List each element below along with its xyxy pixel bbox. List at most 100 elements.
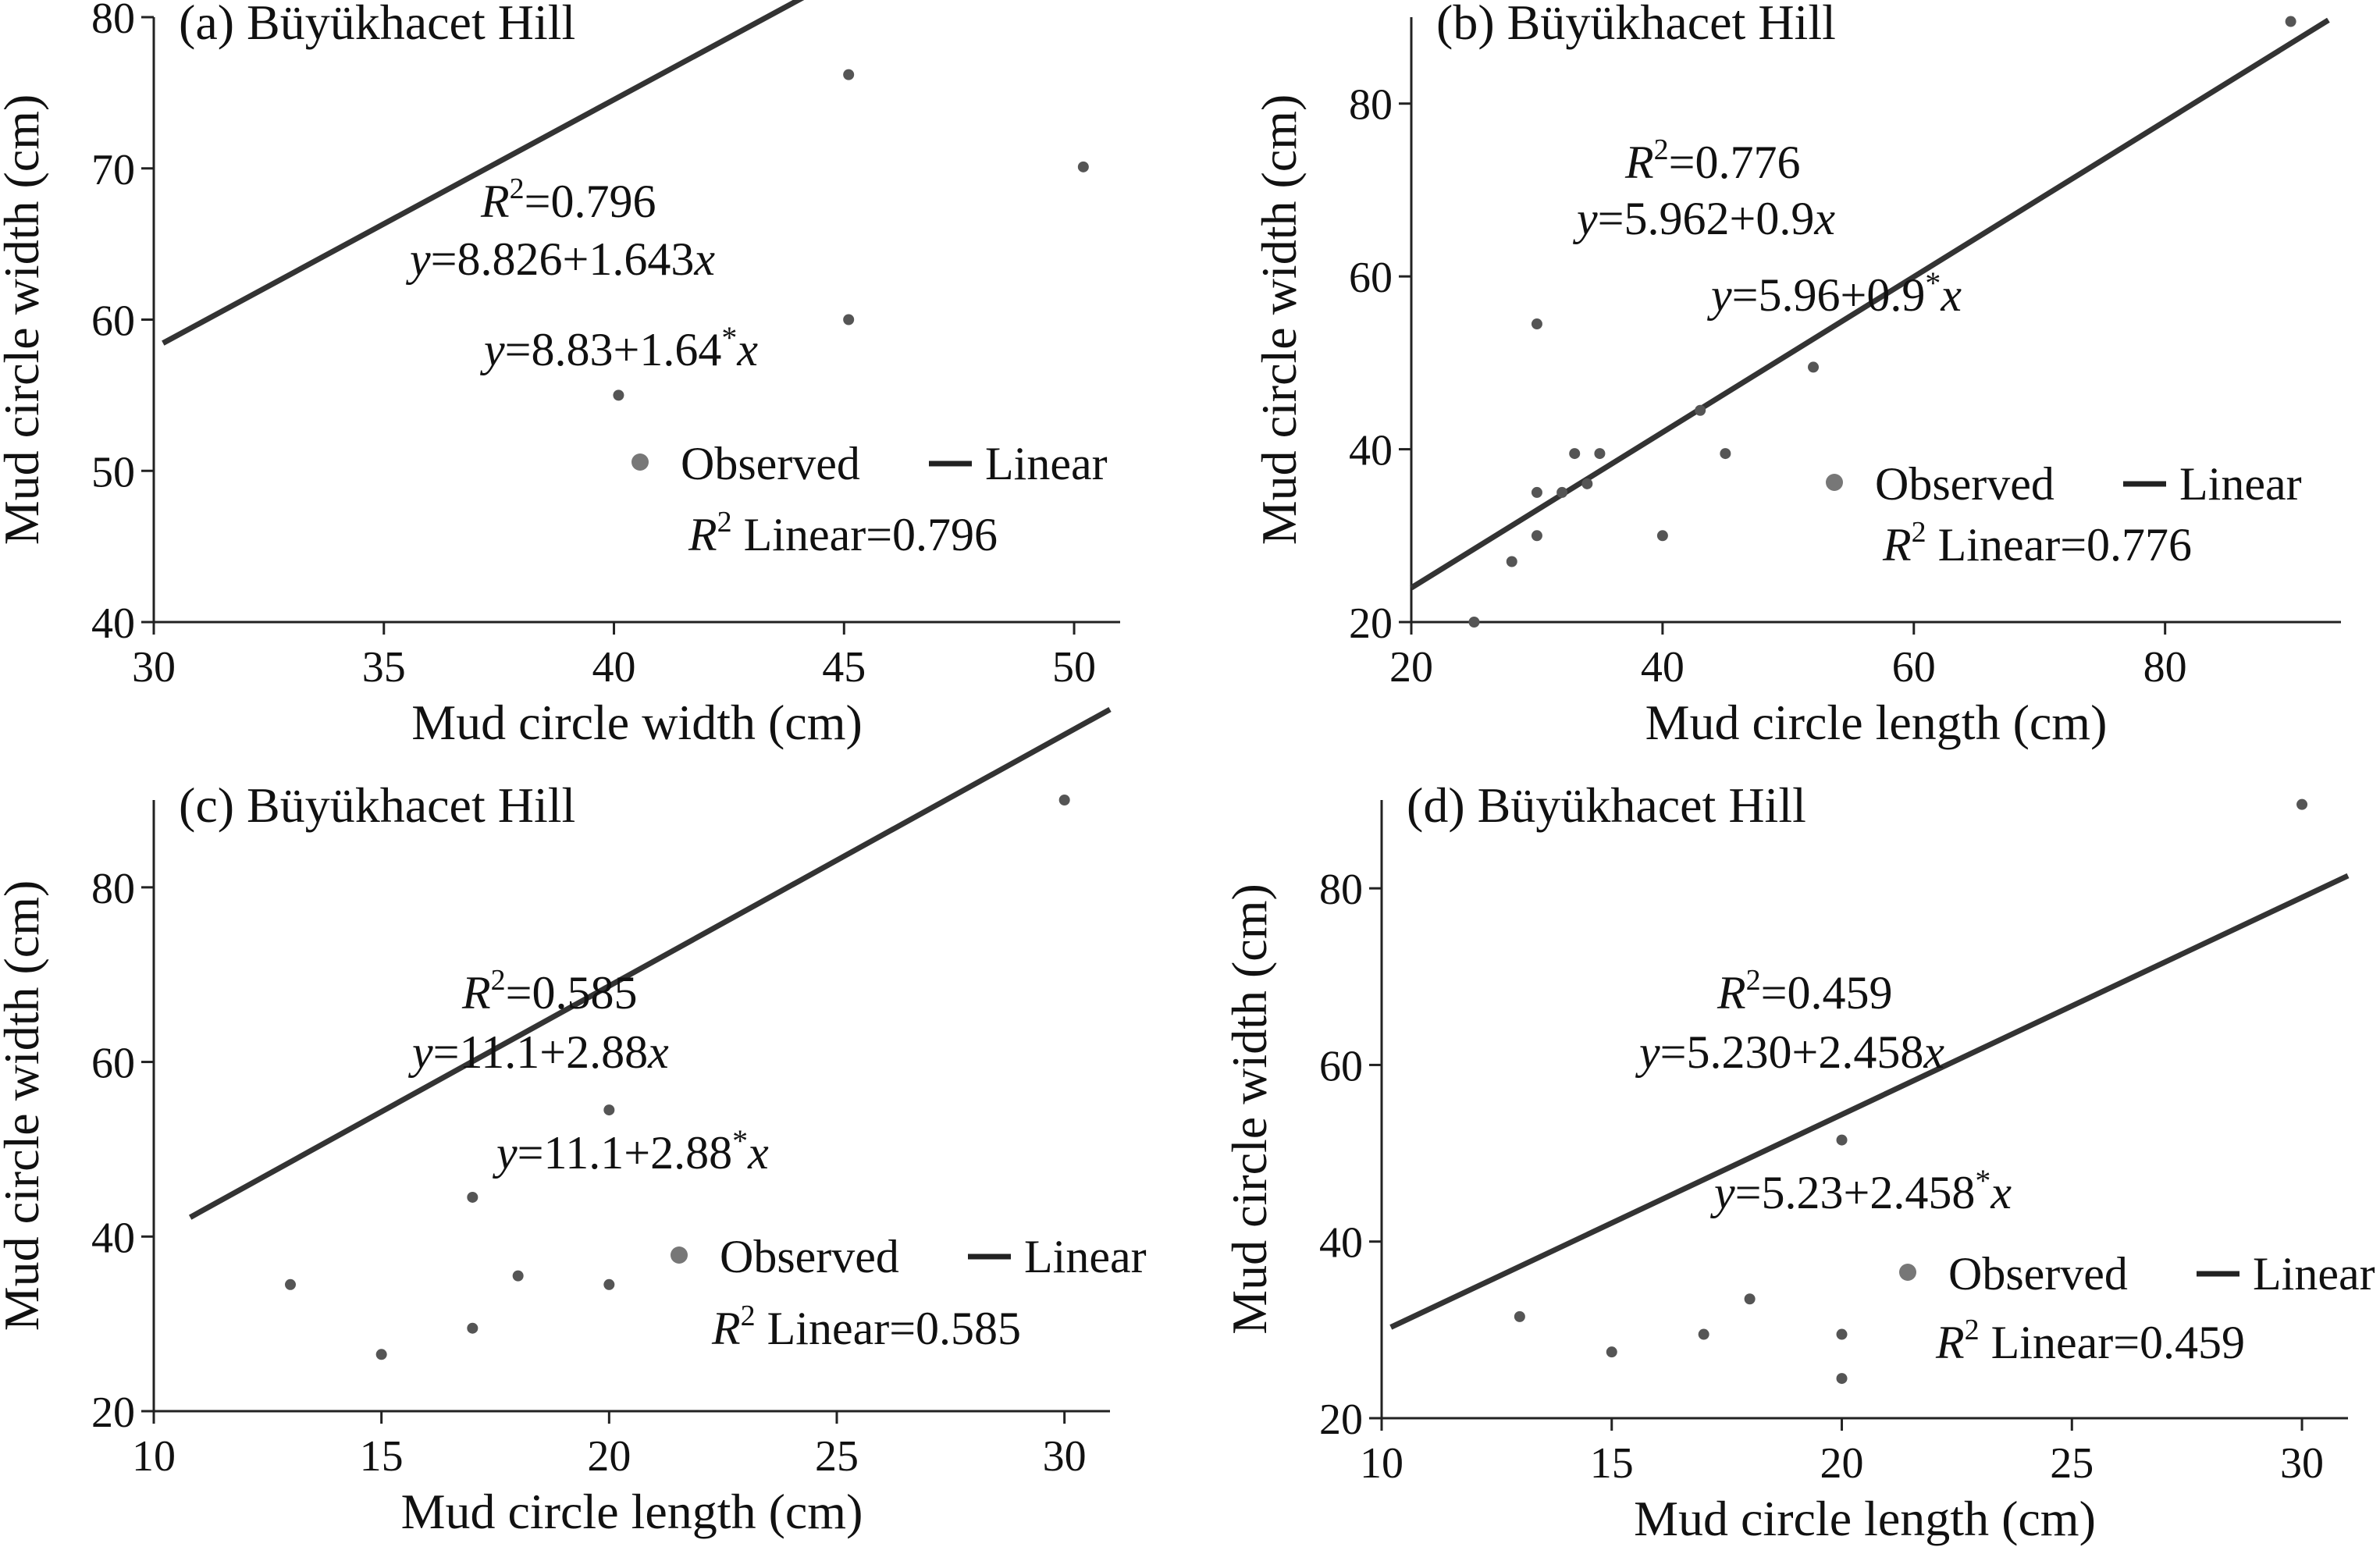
legend-observed-marker <box>1899 1264 1916 1281</box>
x-tick-label: 30 <box>132 643 176 692</box>
data-point <box>1077 161 1089 172</box>
data-point <box>603 1278 615 1290</box>
x-tick-label: 30 <box>2280 1439 2324 1488</box>
data-point <box>1656 530 1668 542</box>
data-point <box>1594 448 1606 460</box>
panel-title: (b) Büyükhacet Hill <box>1436 0 1836 50</box>
data-point <box>1744 1293 1756 1305</box>
data-point <box>375 1349 387 1360</box>
y-tick-label: 60 <box>91 1040 135 1088</box>
y-tick-label: 40 <box>91 599 135 648</box>
regression-line <box>188 706 1112 1220</box>
data-point <box>1531 486 1542 498</box>
r2-linear-label: R2 Linear=0.776 <box>1882 516 2192 571</box>
y-tick-label: 80 <box>91 0 135 43</box>
y-tick-label: 20 <box>1319 1396 1363 1444</box>
y-tick-label: 60 <box>91 297 135 346</box>
x-tick-label: 40 <box>1641 643 1684 692</box>
y-tick-label: 80 <box>91 865 135 913</box>
data-point <box>1808 361 1820 373</box>
panel-title: (d) Büyükhacet Hill <box>1407 777 1806 833</box>
x-axis-label: Mud circle width (cm) <box>411 695 863 750</box>
data-point <box>613 389 624 401</box>
panel-c: 10 15 20 25 30 20 40 60 80 Mud circle length (cm)… <box>0 706 1147 1539</box>
data-point <box>1836 1134 1848 1146</box>
data-point <box>1836 1373 1848 1385</box>
data-point <box>843 69 855 80</box>
x-tick-label: 15 <box>1590 1439 1634 1488</box>
x-tick-label: 20 <box>1820 1439 1864 1488</box>
y-tick-label: 20 <box>91 1389 135 1437</box>
x-axis-label: Mud circle length (cm) <box>1634 1491 2096 1546</box>
fitted-equation: y=5.23+2.458*x <box>1709 1163 2012 1218</box>
data-point <box>603 1104 615 1116</box>
y-tick-label: 50 <box>91 448 135 496</box>
data-point <box>1531 318 1542 330</box>
y-axis-label: Mud circle width (cm) <box>1222 884 1277 1335</box>
y-axis-label: Mud circle width (cm) <box>1251 94 1307 546</box>
regression-equation: y=11.1+2.88x <box>407 1026 669 1078</box>
y-tick-label: 40 <box>1319 1219 1363 1268</box>
data-point <box>467 1191 478 1203</box>
data-point <box>2296 798 2308 810</box>
x-tick-label: 35 <box>362 643 406 692</box>
x-tick-label: 60 <box>1892 643 1936 692</box>
legend-linear-label: Linear <box>2179 458 2302 510</box>
fitted-equation: y=5.96+0.9*x <box>1706 265 1962 321</box>
x-axis-label: Mud circle length (cm) <box>1645 695 2108 750</box>
fitted-equation: y=8.83+1.64*x <box>479 320 758 375</box>
x-tick-label: 40 <box>592 643 636 692</box>
y-tick-label: 80 <box>1319 866 1363 914</box>
r2-annotation: R2=0.585 <box>461 964 638 1019</box>
y-axis-label: Mud circle width (cm) <box>0 880 49 1332</box>
y-axis-label: Mud circle width (cm) <box>0 94 49 546</box>
y-tick-label: 40 <box>91 1214 135 1262</box>
fitted-equation: y=11.1+2.88*x <box>492 1123 769 1179</box>
r2-annotation: R2=0.776 <box>1624 133 1801 188</box>
panel-title: (c) Büyükhacet Hill <box>179 777 575 833</box>
panel-a: 30 35 40 45 50 40 50 60 70 80 Mud circle width (cm… <box>0 0 1120 750</box>
x-tick-label: 25 <box>2050 1439 2094 1488</box>
r2-annotation: R2=0.459 <box>1717 964 1893 1019</box>
data-point <box>1698 1328 1709 1340</box>
legend-observed-marker <box>631 453 649 471</box>
legend-observed-label: Observed <box>681 438 860 489</box>
data-point <box>1531 530 1542 542</box>
data-point <box>1606 1346 1617 1358</box>
r2-linear-label: R2 Linear=0.796 <box>688 506 998 560</box>
x-tick-label: 45 <box>822 643 866 692</box>
data-point <box>1556 486 1568 498</box>
x-tick-label: 80 <box>2143 643 2187 692</box>
x-tick-label: 50 <box>1052 643 1096 692</box>
y-tick-label: 70 <box>91 146 135 194</box>
data-point <box>1695 404 1706 416</box>
regression-line <box>162 0 805 346</box>
panel-b: 20 40 60 80 20 40 60 80 Mud circle length (cm) Mu… <box>1251 0 2341 750</box>
data-point <box>1720 448 1731 460</box>
data-point <box>2285 16 2296 27</box>
legend-observed-label: Observed <box>720 1231 899 1282</box>
x-tick-label: 25 <box>815 1432 859 1481</box>
y-tick-label: 40 <box>1349 427 1393 475</box>
data-point <box>467 1322 478 1334</box>
data-point <box>1514 1310 1525 1322</box>
legend-observed-marker <box>671 1246 688 1264</box>
data-point <box>1581 478 1593 489</box>
r2-linear-label: R2 Linear=0.459 <box>1935 1314 2245 1368</box>
x-tick-label: 20 <box>1389 643 1433 692</box>
regression-equation: y=8.826+1.643x <box>405 233 715 285</box>
data-point <box>1058 795 1070 805</box>
legend-linear-label: Linear <box>1024 1231 1147 1282</box>
regression-equation: y=5.962+0.9x <box>1572 193 1835 244</box>
x-tick-label: 15 <box>360 1432 404 1481</box>
panel-d: 10 15 20 25 30 20 40 60 80 Mud circle length (cm)… <box>1222 777 2375 1546</box>
data-point <box>1836 1328 1848 1340</box>
x-tick-label: 10 <box>1360 1439 1403 1488</box>
y-tick-label: 80 <box>1349 81 1393 130</box>
r2-annotation: R2=0.796 <box>480 172 656 227</box>
data-point <box>1569 448 1581 460</box>
y-tick-label: 60 <box>1349 254 1393 302</box>
legend-linear-label: Linear <box>985 438 1108 489</box>
legend-observed-label: Observed <box>1948 1248 2128 1300</box>
panel-title: (a) Büyükhacet Hill <box>179 0 575 50</box>
